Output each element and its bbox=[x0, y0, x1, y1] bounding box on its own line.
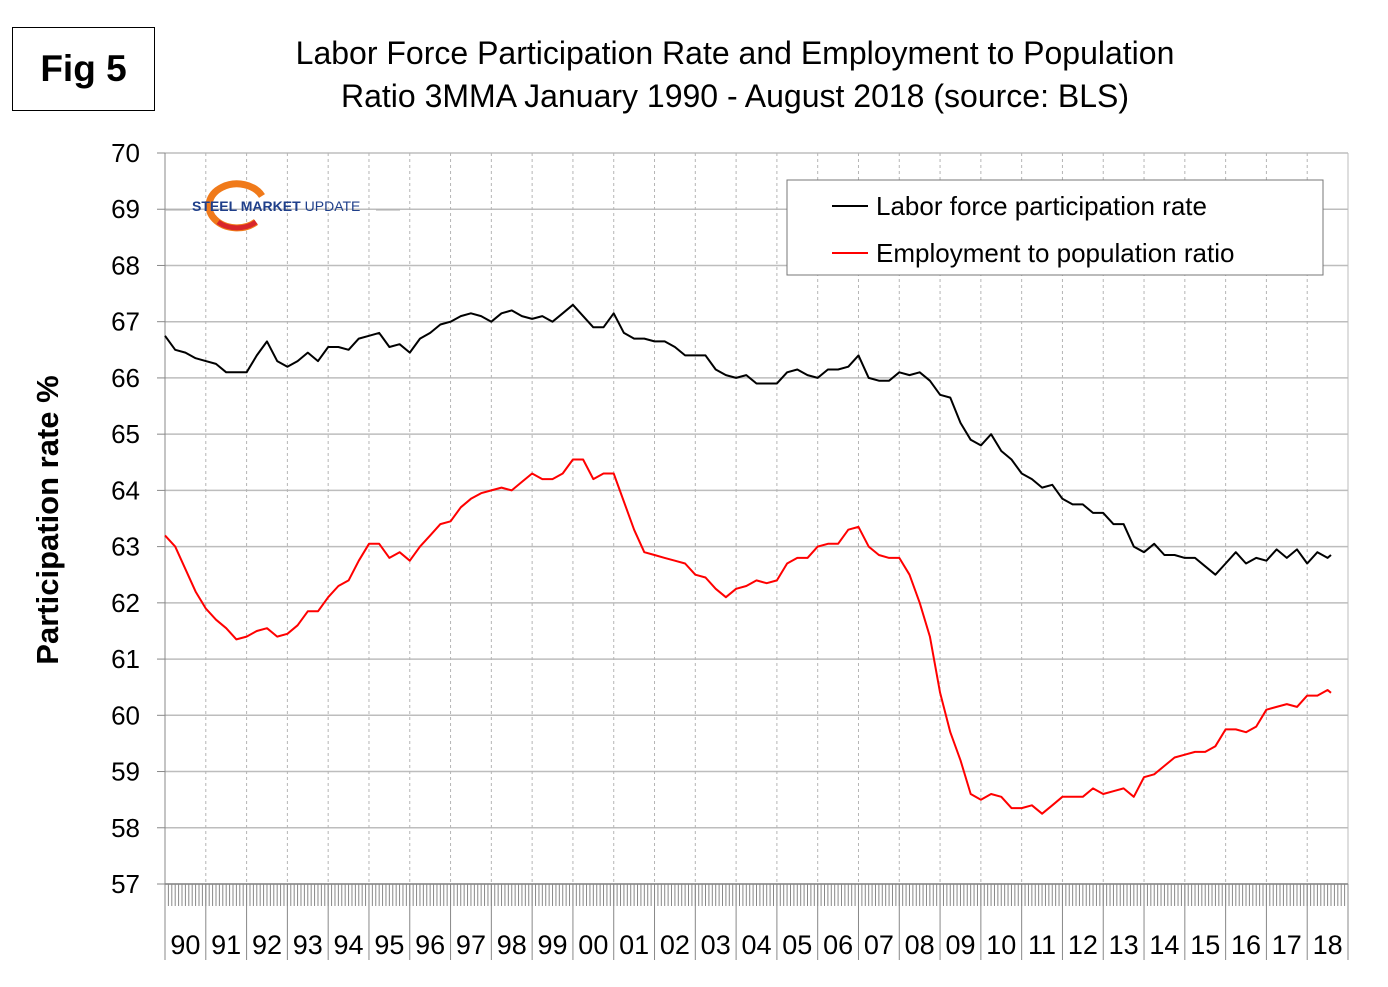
x-tick-label: 94 bbox=[334, 930, 364, 960]
x-tick-label: 15 bbox=[1190, 930, 1220, 960]
chart-title-line-1: Labor Force Participation Rate and Emplo… bbox=[295, 35, 1175, 71]
y-tick-label: 67 bbox=[111, 307, 140, 337]
line-employment-to-population-ratio bbox=[164, 458, 1332, 815]
y-tick-label: 65 bbox=[111, 419, 140, 449]
x-tick-label: 92 bbox=[252, 930, 282, 960]
x-tick-label: 01 bbox=[619, 930, 649, 960]
x-tick-label: 97 bbox=[456, 930, 486, 960]
figure-label: Fig 5 bbox=[12, 27, 155, 111]
y-tick-label: 64 bbox=[111, 475, 140, 505]
x-tick-label: 18 bbox=[1313, 930, 1343, 960]
x-tick-label: 07 bbox=[864, 930, 894, 960]
y-axis-label: Participation rate % bbox=[30, 375, 65, 664]
x-tick-label: 99 bbox=[538, 930, 568, 960]
logo-text: STEEL MARKET UPDATE bbox=[192, 198, 360, 214]
y-axis: 57 58 59 60 61 62 63 64 65 66 67 68 69 70 bbox=[111, 138, 166, 899]
y-tick-label: 58 bbox=[111, 813, 140, 843]
x-tick-label: 05 bbox=[782, 930, 812, 960]
y-tick-label: 62 bbox=[111, 588, 140, 618]
x-tick-label: 16 bbox=[1231, 930, 1261, 960]
x-tick-label: 00 bbox=[578, 930, 608, 960]
x-tick-label: 98 bbox=[497, 930, 527, 960]
y-tick-label: 59 bbox=[111, 757, 140, 787]
x-tick-label: 03 bbox=[701, 930, 731, 960]
y-tick-label: 61 bbox=[111, 644, 140, 674]
steel-market-update-logo: STEEL MARKET UPDATE bbox=[165, 180, 400, 232]
x-tick-label: 10 bbox=[986, 930, 1016, 960]
line-labor-force-participation-rate bbox=[164, 303, 1332, 576]
y-tick-label: 69 bbox=[111, 194, 140, 224]
y-tick-label: 57 bbox=[111, 869, 140, 899]
x-axis: 90 91 92 93 94 95 96 97 98 99 00 01 02 03 04 05 06 07 08 09… bbox=[164, 883, 1349, 960]
logo-swoosh-icon-lower bbox=[216, 219, 258, 231]
y-tick-label: 66 bbox=[111, 363, 140, 393]
y-tick-label: 60 bbox=[111, 700, 140, 730]
y-tick-label: 63 bbox=[111, 532, 140, 562]
x-tick-label: 08 bbox=[905, 930, 935, 960]
legend-label-lfpr: Labor force participation rate bbox=[876, 191, 1207, 221]
chart-title-line-2: Ratio 3MMA January 1990 - August 2018 (s… bbox=[341, 78, 1129, 114]
x-tick-label: 96 bbox=[415, 930, 445, 960]
x-tick-label: 11 bbox=[1028, 930, 1056, 960]
series-lines bbox=[164, 303, 1332, 815]
y-tick-label: 70 bbox=[111, 138, 140, 168]
x-tick-label: 14 bbox=[1149, 930, 1179, 960]
x-tick-label: 09 bbox=[945, 930, 975, 960]
chart-title: Labor Force Participation Rate and Emplo… bbox=[185, 32, 1285, 118]
legend-label-epop: Employment to population ratio bbox=[876, 238, 1234, 268]
x-tick-label: 17 bbox=[1272, 930, 1302, 960]
x-tick-label: 93 bbox=[293, 930, 323, 960]
x-tick-label: 13 bbox=[1109, 930, 1139, 960]
x-tick-label: 95 bbox=[374, 930, 404, 960]
legend: Labor force participation rate Employmen… bbox=[786, 179, 1324, 276]
y-tick-label: 68 bbox=[111, 250, 140, 280]
x-tick-label: 90 bbox=[170, 930, 200, 960]
x-tick-label: 02 bbox=[660, 930, 690, 960]
x-tick-label: 06 bbox=[823, 930, 853, 960]
x-tick-label: 04 bbox=[741, 930, 771, 960]
x-tick-label: 12 bbox=[1068, 930, 1098, 960]
x-tick-label: 91 bbox=[211, 930, 241, 960]
